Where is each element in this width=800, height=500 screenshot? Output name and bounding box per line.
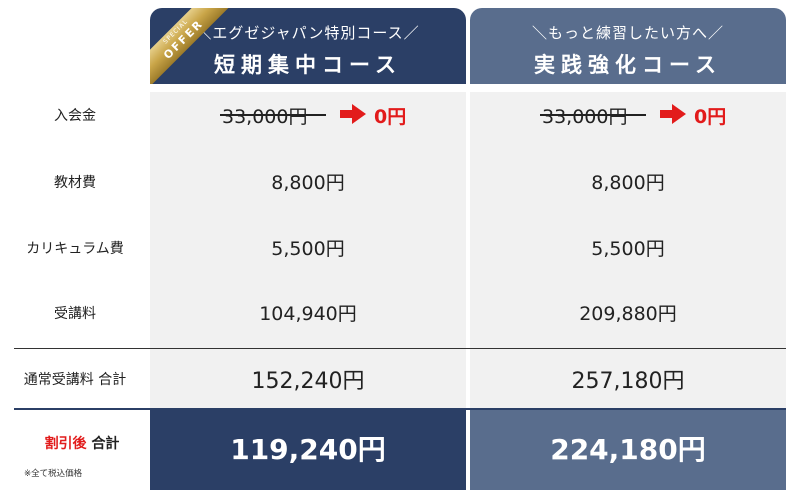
plan1-header: ＼エグゼジャパン特別コース／ 短期集中コース SPECIAL OFFER xyxy=(150,8,466,84)
row-label-discount-total: 割引後 合計 xyxy=(14,433,150,453)
plan1-curriculum: 5,500円 xyxy=(271,238,345,260)
plan2-entry-fee: 33,000円 0円 xyxy=(470,100,786,130)
row-label-tuition: 受講料 xyxy=(54,306,96,322)
plan1-entry-fee-now: 0円 xyxy=(374,106,407,128)
plan1-entry-fee: 33,000円 0円 xyxy=(150,100,466,130)
plan2-discount-total: 224,180円 xyxy=(550,433,706,466)
plan1-subtitle: ＼エグゼジャパン特別コース／ xyxy=(196,24,420,42)
plan1-entry-fee-original: 33,000円 xyxy=(222,106,308,128)
plan2-curriculum: 5,500円 xyxy=(591,238,665,260)
plan1-title: 短期集中コース xyxy=(214,53,402,77)
row-label-regular-total: 通常受講料 合計 xyxy=(23,372,127,388)
plan2-subtitle: ＼もっと練習したい方へ／ xyxy=(531,24,724,42)
row-divider xyxy=(14,348,786,349)
plan2-title: 実践強化コース xyxy=(534,53,722,77)
plan2-entry-fee-original: 33,000円 xyxy=(542,106,628,128)
row-label-curriculum: カリキュラム費 xyxy=(26,241,124,257)
plan2-materials: 8,800円 xyxy=(591,172,665,194)
plan2-tuition: 209,880円 xyxy=(579,303,677,325)
plan1-total-bg xyxy=(150,410,466,490)
plan2-regular-total: 257,180円 xyxy=(571,369,685,394)
plan1-materials: 8,800円 xyxy=(271,172,345,194)
strikethrough-line xyxy=(540,114,646,116)
plan1-tuition: 104,940円 xyxy=(259,303,357,325)
plan2-header: ＼もっと練習したい方へ／ 実践強化コース xyxy=(470,8,786,84)
plan2-total-bg xyxy=(470,410,786,490)
right-arrow-icon xyxy=(660,104,686,124)
discount-label-black: 合計 xyxy=(91,436,120,452)
plan1-regular-total: 152,240円 xyxy=(251,369,365,394)
right-arrow-icon xyxy=(340,104,366,124)
row-label-entry-fee: 入会金 xyxy=(54,108,96,124)
row-label-materials: 教材費 xyxy=(54,175,96,191)
tax-note: ※全て税込価格 xyxy=(24,469,83,479)
plan1-discount-total: 119,240円 xyxy=(230,433,386,466)
strikethrough-line xyxy=(220,114,326,116)
total-divider xyxy=(14,408,786,410)
plan2-entry-fee-now: 0円 xyxy=(694,106,727,128)
discount-label-red: 割引後 xyxy=(44,436,87,452)
